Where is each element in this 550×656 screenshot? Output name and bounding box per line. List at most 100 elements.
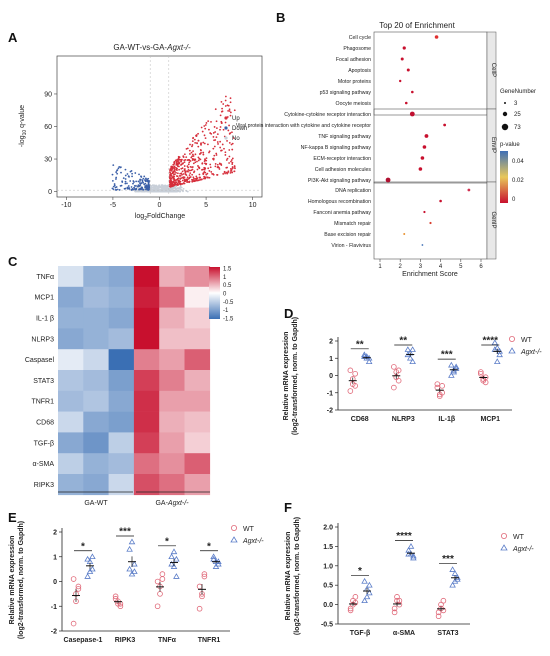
volcano-point-up [218, 168, 221, 170]
volcano-point-up [219, 126, 222, 128]
heatmap-cell [184, 453, 211, 475]
volcano-point-up [215, 152, 218, 155]
group-box-cellp [373, 31, 488, 116]
sig-stars: **** [396, 531, 412, 542]
volcano-point-up [177, 177, 180, 179]
volcano-point-up [183, 165, 186, 167]
wt-point [201, 571, 208, 577]
enrichment-point [400, 57, 404, 61]
volcano-point-up [193, 170, 196, 173]
volcano-point-down [126, 173, 129, 175]
volcano-point-up [229, 114, 232, 117]
volcano-point-up [202, 153, 205, 156]
f-ylabel-1: Relative mRNA expression [285, 532, 292, 621]
volcano-point-up [172, 181, 174, 184]
volcano-point-up [221, 122, 223, 124]
enrichment-term-label: Viral protein interaction with cytokine … [236, 123, 371, 129]
volcano-point-up [219, 114, 222, 117]
volcano-point-up [198, 173, 201, 176]
d-legend-wt-marker [508, 335, 515, 342]
volcano-point-up [227, 129, 230, 132]
heatmap-cell [133, 266, 160, 288]
heatmap-cells [58, 266, 211, 496]
category-label: TNFR1 [198, 637, 221, 644]
volcano-ytick-label: 90 [44, 91, 52, 98]
wt-point [391, 384, 397, 391]
category-label: CD68 [351, 416, 369, 423]
volcano-point-up [202, 151, 205, 154]
volcano-point-up [207, 143, 209, 146]
volcano-point-up [220, 100, 223, 103]
volcano-point-down [115, 171, 118, 173]
volcano-point-down [134, 188, 137, 191]
volcano-point-up [224, 172, 226, 175]
category-label: α-SMA [393, 630, 415, 637]
volcano-point-up [176, 184, 179, 187]
volcano-point-up [169, 171, 171, 173]
sig-stars: *** [442, 554, 454, 565]
volcano-point-up [193, 159, 196, 162]
f-legend-ko: Agxt-/- [512, 546, 534, 553]
heatmap-scale-label: -0.5 [223, 300, 234, 306]
volcano-point-up [231, 148, 234, 151]
volcano-point-down [144, 185, 147, 188]
heatmap-cell [108, 474, 135, 496]
volcano-point-no [178, 187, 180, 190]
volcano-point-no [167, 190, 170, 193]
volcano-point-up [220, 164, 223, 166]
volcano-point-up [231, 163, 234, 165]
volcano-point-up [205, 157, 208, 159]
volcano-point-up [200, 143, 202, 145]
volcano-point-up [182, 173, 185, 175]
volcano-point-up [173, 173, 176, 176]
volcano-point-up [220, 110, 223, 113]
volcano-point-up [185, 156, 188, 158]
heatmap-cell [108, 307, 135, 329]
volcano-point-up [191, 155, 194, 158]
heatmap-gene-label: RIPK3 [34, 482, 54, 489]
volcano-point-up [172, 175, 175, 178]
volcano-point-up [231, 142, 234, 145]
heatmap-scale-bar [209, 267, 220, 319]
enrichment-term-label: Virion - Flavivirus [331, 243, 371, 249]
volcano-point-up [227, 170, 230, 173]
volcano-point-down [140, 186, 143, 189]
volcano-point-up [223, 147, 225, 150]
e-ylabel-2: (log2-transformed, norm. to Gapdh) [18, 521, 25, 639]
color-legend-004: 0.04 [512, 159, 524, 165]
volcano-point-up [220, 149, 223, 152]
color-legend-title: p-value [500, 142, 520, 148]
volcano-point-up [204, 124, 207, 126]
enrichment-point [429, 221, 432, 225]
volcano-point-up [187, 163, 190, 166]
volcano-point-up [197, 159, 200, 162]
volcano-point-down [148, 186, 151, 189]
volcano-point-up [199, 178, 202, 181]
heatmap-cell [184, 432, 211, 454]
y-tick-label: -1 [327, 390, 333, 397]
volcano-xtick-label: 10 [249, 202, 257, 209]
volcano-point-up [208, 170, 211, 172]
volcano-point-up [230, 159, 233, 161]
volcano-point-up [192, 136, 195, 139]
enrichment-term-label: Phagosome [343, 46, 371, 52]
wt-point [434, 381, 441, 387]
heatmap-gene-label: NLRP3 [31, 336, 54, 343]
size-legend-title: GeneNumber [500, 89, 536, 95]
volcano-point-up [216, 133, 219, 136]
volcano-point-up [233, 109, 236, 112]
volcano-point-down [117, 167, 120, 170]
volcano-point-up [175, 175, 178, 177]
heatmap-cell [108, 328, 135, 350]
volcano-point-up [228, 110, 231, 112]
heatmap-cell [83, 328, 109, 350]
y-tick-label: 0 [53, 579, 57, 586]
d-ylabel-1: Relative mRNA expression [283, 332, 290, 421]
panel-label-f: F [284, 500, 292, 515]
heatmap-cell [83, 307, 109, 329]
volcano-point-down [144, 177, 147, 180]
volcano-point-up [197, 145, 200, 148]
volcano-xtick-label: -10 [61, 202, 71, 209]
sig-stars: * [81, 541, 85, 552]
volcano-point-up [194, 179, 197, 182]
